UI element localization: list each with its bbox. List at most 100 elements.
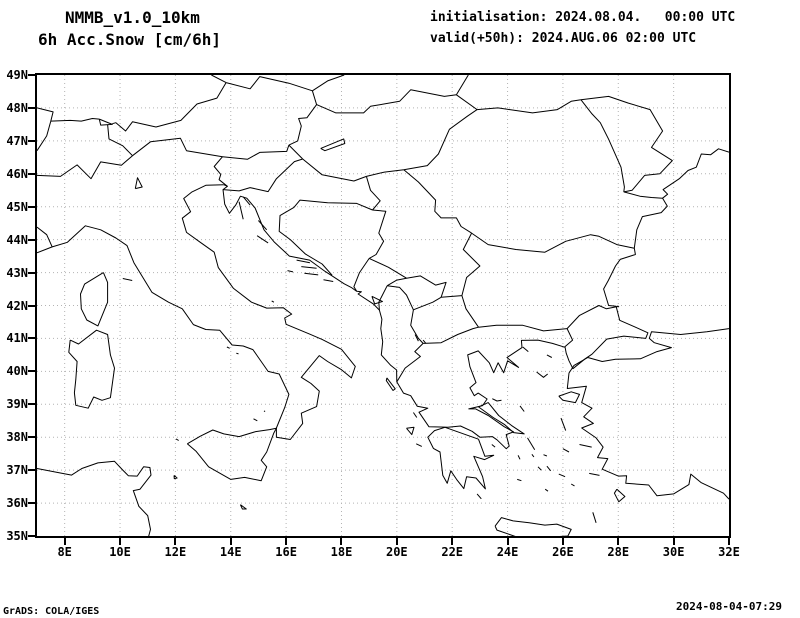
lon-tick xyxy=(506,538,509,545)
lat-tick-label: 47N xyxy=(6,133,28,148)
coastline-border-path xyxy=(492,398,502,402)
coastline-border-path xyxy=(536,371,549,378)
coastline-border-path xyxy=(566,305,620,329)
coastline-border-path xyxy=(403,169,472,234)
coastline-border-path xyxy=(441,295,462,298)
coastline-border-path xyxy=(366,169,404,177)
lon-tick-label: 20E xyxy=(385,545,408,559)
coastline-border-path xyxy=(580,99,625,192)
lat-tick xyxy=(28,139,35,142)
coastline-border-path xyxy=(531,454,535,458)
lat-tick xyxy=(28,74,35,76)
coastline-border-path xyxy=(477,99,581,114)
coastline-border-path xyxy=(385,377,396,391)
coastline-border-path xyxy=(543,454,548,457)
coastline-border-path xyxy=(301,266,317,269)
coastline-border-path xyxy=(288,144,304,160)
initialisation-label: initialisation: 2024.08.04. 00:00 UTC xyxy=(430,10,736,25)
coastline-border-path xyxy=(589,472,600,476)
lon-tick xyxy=(617,538,620,545)
coastline-border-path xyxy=(256,235,269,244)
coastline-border-path xyxy=(253,418,258,422)
coastline-border-path xyxy=(222,148,729,450)
lat-tick-label: 43N xyxy=(6,265,28,280)
lat-tick xyxy=(28,304,35,307)
lon-tick-label: 8E xyxy=(57,545,72,559)
coastline-border-path xyxy=(546,354,553,358)
coastline-border-path xyxy=(412,412,418,418)
coastline-border-path xyxy=(415,443,423,447)
coastline-border-path xyxy=(522,346,529,352)
lon-tick-label: 10E xyxy=(109,545,131,559)
coastline-border-path xyxy=(456,94,478,111)
coastline-border-path xyxy=(68,329,115,409)
lat-tick-label: 39N xyxy=(6,397,28,412)
coastline-border-path xyxy=(562,448,570,453)
coastline-border-path xyxy=(414,334,419,342)
lat-tick xyxy=(28,502,35,505)
lat-tick-label: 40N xyxy=(6,364,28,379)
coastline-border-path xyxy=(186,427,277,482)
coastline-border-path xyxy=(304,272,319,276)
lat-tick-label: 36N xyxy=(6,496,28,511)
lon-tick-label: 26E xyxy=(552,545,574,559)
lat-tick xyxy=(28,337,35,340)
creation-timestamp: 2024-08-04-07:29 xyxy=(676,600,782,613)
coastline-border-path xyxy=(580,95,673,193)
coastline-border-path xyxy=(517,455,521,460)
coastline-border-path xyxy=(80,272,109,327)
coastline-border-path xyxy=(406,275,447,298)
coastline-border-path xyxy=(226,346,230,349)
coastline-border-path xyxy=(311,90,318,105)
coastline-border-path xyxy=(302,158,367,182)
coastline-border-path xyxy=(406,426,415,436)
map-frame xyxy=(35,73,731,538)
lon-tick xyxy=(672,538,675,545)
coastline-border-path xyxy=(312,75,345,92)
coastline-border-path xyxy=(288,104,318,146)
coastline-border-path xyxy=(107,124,133,157)
coastline-border-path xyxy=(570,483,575,487)
coastline-border-path xyxy=(471,232,635,253)
lon-tick xyxy=(451,538,454,545)
lat-tick xyxy=(28,535,35,537)
lon-tick-label: 18E xyxy=(330,545,353,559)
lat-tick-label: 41N xyxy=(6,331,28,346)
field-title: 6h Acc.Snow [cm/6h] xyxy=(38,30,222,49)
lat-tick-label: 49N xyxy=(6,68,28,82)
lon-tick-label: 22E xyxy=(441,545,464,559)
coastline-border-path xyxy=(50,118,100,122)
coastline-border-path xyxy=(410,309,424,344)
lat-tick xyxy=(28,403,35,406)
coastline-border-path xyxy=(387,285,414,311)
coastline-border-path xyxy=(239,504,247,510)
coastline-border-path xyxy=(461,295,479,328)
lon-tick-label: 12E xyxy=(164,545,187,559)
lon-tick xyxy=(63,538,66,545)
lon-tick xyxy=(174,538,177,545)
coastline-border-path xyxy=(519,405,525,412)
lon-tick-label: 24E xyxy=(496,545,519,559)
coastline-border-path xyxy=(368,257,407,279)
coastline-border-path xyxy=(353,258,370,292)
lat-tick-label: 46N xyxy=(6,166,28,181)
coastline-border-path xyxy=(491,444,496,448)
coastline-border-path xyxy=(461,232,481,296)
coastline-border-path xyxy=(558,473,566,478)
coastline-border-path xyxy=(134,177,143,190)
coastline-border-path xyxy=(222,144,290,160)
lon-tick xyxy=(561,538,564,545)
lat-tick xyxy=(28,205,35,208)
lon-tick xyxy=(728,538,730,545)
lon-tick xyxy=(285,538,288,545)
coastline-border-path xyxy=(37,155,133,180)
lon-tick xyxy=(229,538,232,545)
coastline-border-path xyxy=(368,209,387,259)
coastline-border-path xyxy=(558,391,580,404)
coastline-border-path xyxy=(365,176,381,211)
lon-tick xyxy=(119,538,122,545)
lat-tick xyxy=(28,172,35,175)
lat-tick-label: 45N xyxy=(6,199,28,214)
coastline-border-path xyxy=(517,478,522,482)
coastline-border-path xyxy=(242,196,251,206)
